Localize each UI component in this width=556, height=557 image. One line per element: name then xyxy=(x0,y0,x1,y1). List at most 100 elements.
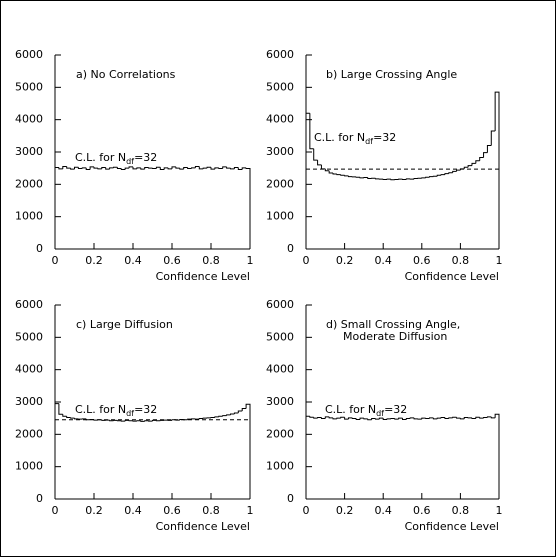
x-tick-label: 0.4 xyxy=(124,504,142,517)
y-tick-label: 0 xyxy=(287,492,294,505)
histogram-bin xyxy=(328,416,334,419)
histogram-bin xyxy=(421,417,426,420)
cl-label-sub: df xyxy=(376,409,384,418)
x-axis-label: Confidence Level xyxy=(405,520,499,533)
histogram-bin xyxy=(152,419,157,422)
x-tick-label: 0.4 xyxy=(124,254,142,267)
histogram-bin xyxy=(144,167,149,170)
histogram-bin xyxy=(486,416,492,418)
panel-title: d) Small Crossing Angle, xyxy=(326,318,460,331)
histogram-bin xyxy=(471,162,476,166)
histogram-bin xyxy=(324,416,330,419)
histogram-bin xyxy=(124,167,130,170)
y-tick-label: 6000 xyxy=(15,48,43,61)
histogram-bin xyxy=(58,167,63,170)
histogram-bin xyxy=(187,167,192,169)
histogram-bin xyxy=(210,167,215,170)
y-tick-label: 2000 xyxy=(266,427,294,440)
y-tick-label: 4000 xyxy=(266,113,294,126)
x-tick-label: 1 xyxy=(247,504,254,517)
y-tick-label: 6000 xyxy=(15,298,43,311)
x-tick-label: 0.8 xyxy=(452,254,470,267)
histogram-bin xyxy=(459,418,465,420)
histogram-bin xyxy=(436,417,442,419)
y-tick-label: 5000 xyxy=(266,80,294,93)
histogram-bin xyxy=(214,416,219,418)
histogram-bin xyxy=(202,167,208,169)
histogram-bin xyxy=(155,166,161,169)
y-tick-label: 0 xyxy=(36,492,43,505)
cl-label-sub: df xyxy=(126,409,134,418)
histogram-bin xyxy=(109,167,114,170)
histogram-bin xyxy=(97,168,102,170)
x-tick-label: 1 xyxy=(247,254,254,267)
histogram-bin xyxy=(436,174,442,177)
histogram-bin xyxy=(105,167,110,170)
histogram-bin xyxy=(101,419,106,421)
histogram-bin xyxy=(444,173,449,175)
histogram-bin xyxy=(93,419,98,421)
histogram-bin xyxy=(233,167,239,169)
histogram-bin xyxy=(194,166,200,168)
panel: 0 1000 2000 3000 4000 5000 6000 0 0.2 0.4 0.6 0.8 1 C… xyxy=(266,48,503,283)
histogram-bin xyxy=(116,167,122,169)
histogram-bin xyxy=(206,166,211,169)
histogram-bin xyxy=(136,167,141,169)
histogram-bin xyxy=(70,168,75,170)
histogram-bin xyxy=(452,170,457,173)
histogram-bin xyxy=(394,418,399,420)
y-tick-label: 3000 xyxy=(15,395,43,408)
histogram-bin xyxy=(317,160,322,166)
x-axis-label: Confidence Level xyxy=(156,270,250,283)
histogram-bin xyxy=(490,416,496,419)
histogram-bin xyxy=(222,415,227,417)
x-tick-label: 0.6 xyxy=(413,504,431,517)
histogram-bin xyxy=(324,168,330,172)
histogram-bin xyxy=(218,167,223,169)
y-tick-label: 0 xyxy=(287,242,294,255)
histogram-bin xyxy=(218,415,223,417)
y-tick-label: 5000 xyxy=(15,80,43,93)
histogram-bin xyxy=(101,167,106,169)
histogram-bin xyxy=(148,167,153,169)
histogram-bin xyxy=(54,167,59,249)
histogram-bin xyxy=(132,166,137,170)
histogram-bin xyxy=(347,417,353,420)
histogram-bin xyxy=(175,166,180,169)
x-tick-label: 0.2 xyxy=(336,504,354,517)
histogram-bin xyxy=(359,177,364,179)
histogram-bin xyxy=(171,166,176,169)
histogram-bin xyxy=(471,417,476,419)
x-tick-label: 0.8 xyxy=(452,504,470,517)
histogram-bin xyxy=(475,416,480,419)
panel-title: b) Large Crossing Angle xyxy=(326,68,457,81)
histogram-bin xyxy=(355,418,361,420)
cl-label-text: C.L. for N xyxy=(314,131,365,144)
y-tick-label: 4000 xyxy=(15,113,43,126)
histogram-bin xyxy=(74,166,79,170)
histogram-bin xyxy=(479,417,484,419)
histogram-bin xyxy=(390,179,395,181)
histogram-bin xyxy=(448,172,453,174)
cl-label-sub: df xyxy=(365,137,373,146)
x-tick-label: 0.8 xyxy=(202,254,220,267)
histogram-bin xyxy=(233,412,239,414)
histogram-bin xyxy=(402,418,407,420)
histogram-bin xyxy=(309,113,314,150)
histogram-bin xyxy=(332,417,337,420)
histogram-bin xyxy=(179,168,184,170)
histogram-bin xyxy=(167,167,172,170)
histogram-bin xyxy=(109,420,114,422)
cl-label-sub: df xyxy=(126,157,134,166)
panel-title: c) Large Diffusion xyxy=(76,318,173,331)
histogram-bin xyxy=(336,417,341,419)
y-tick-label: 1000 xyxy=(15,460,43,473)
histogram-bin xyxy=(62,166,67,169)
histogram-bin xyxy=(317,417,322,419)
histogram-bin xyxy=(120,168,126,170)
cl-label: C.L. for Ndf=32 xyxy=(325,403,407,418)
histogram-bin xyxy=(198,166,204,170)
cl-label: C.L. for Ndf=32 xyxy=(314,131,396,146)
histogram-bin xyxy=(226,166,231,169)
histogram-bin xyxy=(374,418,380,420)
